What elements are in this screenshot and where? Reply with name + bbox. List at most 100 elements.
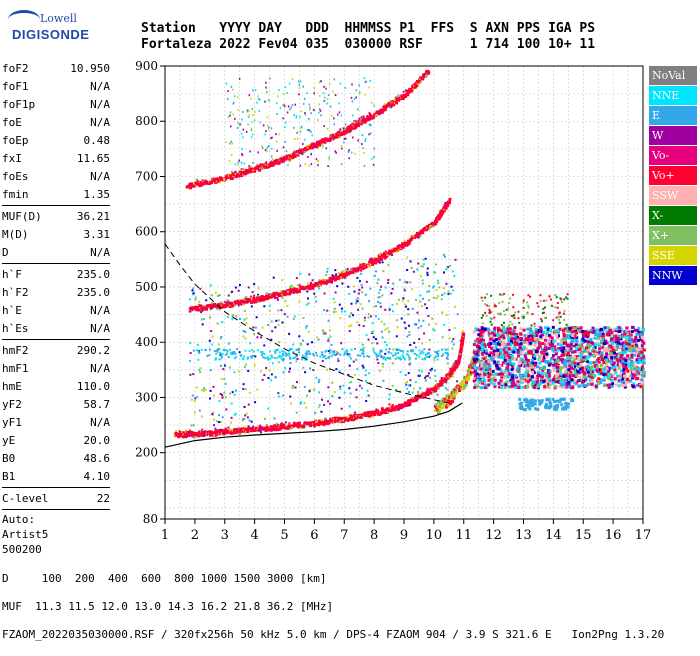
scatter-band-point: [559, 380, 562, 383]
scatter-band-point: [506, 366, 509, 369]
scatter-point: [264, 418, 266, 420]
scatter-band-point: [569, 361, 572, 364]
scatter-point: [405, 374, 407, 376]
scatter-point: [375, 338, 377, 340]
trace-point: [194, 436, 196, 438]
trace-point: [391, 254, 393, 256]
scatter-point: [194, 411, 196, 413]
scatter-point: [365, 400, 367, 402]
scatter-band-point: [520, 351, 523, 354]
trace-point: [197, 180, 199, 182]
scatter-point: [397, 326, 399, 328]
scatter-band-point: [548, 379, 551, 382]
trace-point: [270, 430, 272, 432]
scatter-band-point: [624, 351, 627, 354]
scatter-point: [447, 362, 449, 364]
scatter-point: [408, 331, 410, 333]
scatter-point: [282, 104, 284, 106]
scatter-band-point: [480, 380, 483, 383]
scatter-point: [364, 152, 366, 154]
scatter-point: [289, 396, 291, 398]
trace-point: [346, 132, 348, 134]
scatter-point: [251, 128, 253, 130]
scatter-point: [368, 313, 370, 315]
scatter-point: [454, 306, 456, 308]
scatter-point: [306, 304, 308, 306]
scatter-point: [419, 294, 421, 296]
scatter-point: [429, 377, 431, 379]
scatter-point: [341, 163, 343, 165]
scatter-band-point: [587, 383, 590, 386]
scatter-band-point: [476, 338, 479, 341]
scatter-point: [403, 288, 405, 290]
scatter-point: [391, 304, 393, 306]
scatter-point: [376, 282, 378, 284]
scatter-point: [402, 300, 404, 302]
scatter-point: [457, 313, 459, 315]
scatter-point: [358, 292, 360, 294]
scatter-point: [278, 89, 280, 91]
scatter-point: [389, 309, 391, 311]
scatter-band-point: [486, 367, 489, 370]
scatter-point: [282, 117, 284, 119]
scatter-band-point: [507, 343, 510, 346]
scatter-point: [292, 104, 294, 106]
scatter-band-point: [598, 361, 601, 364]
scatter-band-point: [572, 330, 575, 333]
scatter-band-point: [571, 334, 574, 337]
scatter-point: [454, 327, 456, 329]
scatter-band-point: [639, 361, 642, 364]
scatter-band-point: [596, 366, 599, 369]
scatter-point: [244, 310, 246, 312]
scatter-point: [447, 293, 449, 295]
scatter-point: [385, 287, 387, 289]
scatter-band-point: [531, 380, 534, 383]
trace-point: [404, 240, 406, 242]
scatter-point: [308, 118, 310, 120]
scatter-band-point: [533, 344, 536, 347]
scatter-point: [396, 303, 398, 305]
scatter-point: [429, 339, 431, 341]
scatter-point: [231, 291, 233, 293]
scatter-point: [234, 118, 236, 120]
scatter-point: [435, 263, 437, 265]
scatter-band-point: [600, 328, 603, 331]
scatter-band-point: [481, 300, 483, 302]
scatter-point: [244, 366, 246, 368]
scatter-point: [329, 158, 331, 160]
scatter-band-point: [538, 374, 541, 377]
scatter-point: [418, 369, 420, 371]
scatter-band-point: [562, 386, 565, 389]
scatter-band-point: [587, 331, 590, 334]
scatter-point: [205, 299, 207, 301]
scatter-point: [370, 315, 372, 317]
scatter-band-point: [590, 341, 593, 344]
trace-point: [226, 299, 228, 301]
scatter-point: [417, 263, 419, 265]
scatter-point: [301, 126, 303, 128]
scatter-point: [411, 288, 413, 290]
scatter-point: [307, 129, 309, 131]
trace-point: [465, 384, 468, 387]
scatter-band-point: [607, 377, 610, 380]
scatter-point: [249, 150, 251, 152]
scatter-point: [254, 401, 256, 403]
scatter-point: [392, 385, 394, 387]
scatter-point: [422, 283, 424, 285]
scatter-band-point: [602, 335, 605, 338]
scatter-point: [199, 371, 201, 373]
scatter-point: [285, 141, 287, 143]
trace-point: [371, 258, 373, 260]
scatter-point: [251, 121, 253, 123]
scatter-point: [350, 324, 352, 326]
scatter-band-point: [487, 328, 490, 331]
scatter-band-point: [527, 351, 530, 354]
scatter-point: [300, 80, 302, 82]
scatter-point: [313, 293, 315, 295]
scatter-band-point: [502, 344, 505, 347]
trace-point: [258, 168, 261, 171]
trace-point: [196, 179, 198, 181]
scatter-point: [402, 297, 404, 299]
scatter-band-point: [602, 349, 605, 352]
scatter-point: [331, 395, 333, 397]
